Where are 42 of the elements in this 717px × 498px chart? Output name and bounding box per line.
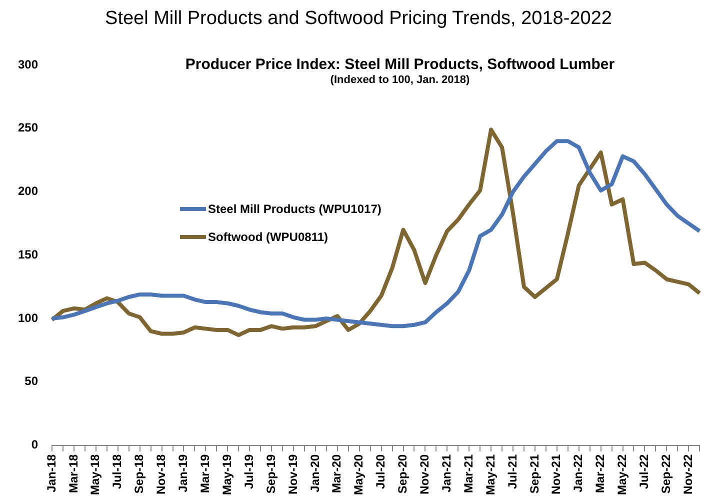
y-tick-label: 100 <box>18 310 38 325</box>
x-tick-label: Jan-22 <box>571 454 586 492</box>
x-tick-label: Sep-20 <box>396 454 410 494</box>
y-tick-label: 250 <box>18 120 38 135</box>
x-tick-label: Mar-19 <box>198 454 212 493</box>
legend-label: Steel Mill Products (WPU1017) <box>208 202 382 216</box>
x-tick-label: Sep-21 <box>527 454 542 494</box>
x-tick-label: Sep-18 <box>132 454 146 494</box>
x-tick-label: Nov-22 <box>680 454 695 494</box>
x-tick-label: Jul-21 <box>505 454 520 489</box>
chart-subtitle: Producer Price Index: Steel Mill Products, Softwood Lumber <box>184 56 616 73</box>
x-tick-label: Nov-20 <box>418 454 432 494</box>
x-tick-label: Mar-18 <box>66 454 80 493</box>
x-tick-label: May-20 <box>352 454 366 495</box>
x-tick-label: Jan-19 <box>176 454 190 492</box>
x-tick-label: May-22 <box>615 454 630 495</box>
x-tick-label: Mar-21 <box>461 454 476 493</box>
x-tick-label: May-18 <box>88 454 102 495</box>
y-tick-label: 0 <box>31 438 38 452</box>
x-tick-label: Mar-20 <box>330 454 344 493</box>
x-tick-label: Jul-19 <box>242 454 256 489</box>
x-tick-label: Jul-22 <box>637 454 652 489</box>
x-tick-label: Nov-19 <box>286 454 300 494</box>
x-tick-label: Mar-22 <box>593 454 608 493</box>
annotation: (Indexed to 100, Jan. 2018) <box>329 74 471 86</box>
x-tick-label: Jan-20 <box>308 454 322 492</box>
x-tick-label: Jan-18 <box>44 454 58 492</box>
x-tick-label: Jan-21 <box>439 454 454 492</box>
chart-title: Steel Mill Products and Softwood Pricing Trends, 2018-2022 <box>104 8 613 30</box>
x-tick-label: Nov-18 <box>154 454 168 494</box>
x-tick-label: Sep-19 <box>264 454 278 494</box>
legend-label: Softwood (WPU0811) <box>208 230 328 244</box>
y-tick-label: 50 <box>24 374 38 388</box>
x-tick-label: May-21 <box>483 454 498 495</box>
x-tick-label: Nov-21 <box>549 454 564 494</box>
x-tick-label: May-19 <box>220 454 234 495</box>
x-tick-label: Sep-22 <box>658 454 673 494</box>
y-tick-label: 300 <box>18 57 38 72</box>
y-tick-label: 150 <box>18 247 38 262</box>
x-tick-label: Jul-20 <box>374 454 388 489</box>
y-tick-label: 200 <box>18 184 38 198</box>
x-tick-label: Jul-18 <box>110 454 124 489</box>
